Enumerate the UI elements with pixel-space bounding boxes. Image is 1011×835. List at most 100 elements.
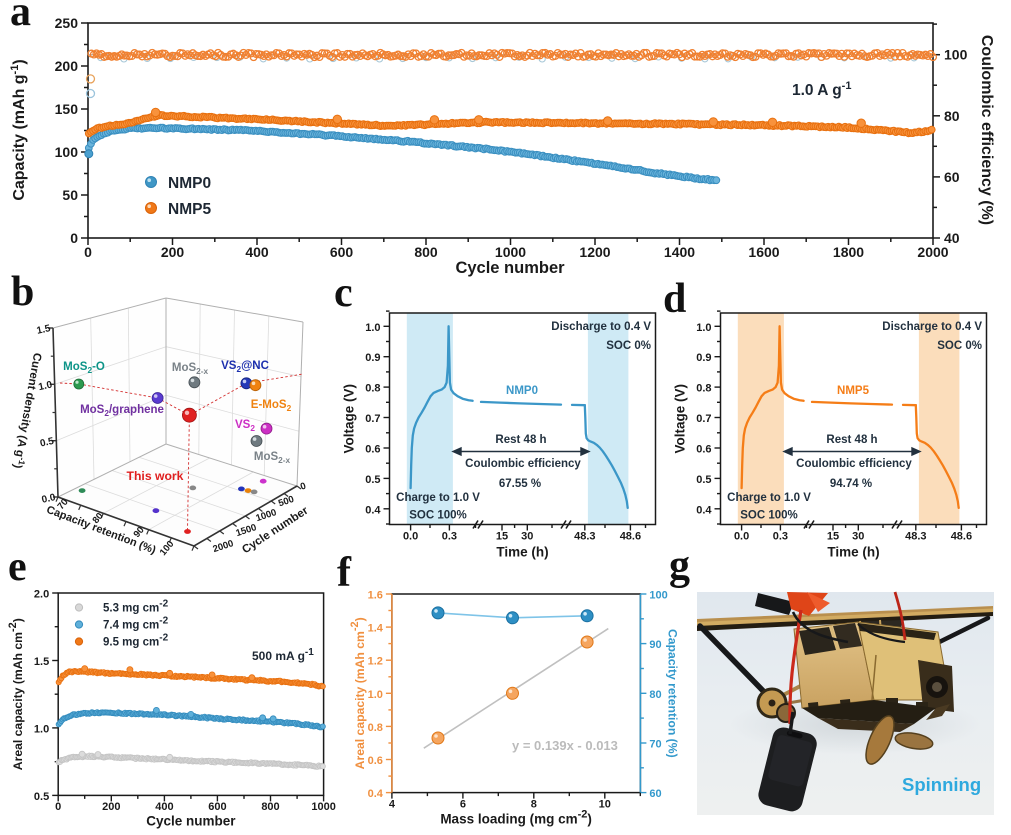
svg-text:60: 60: [649, 788, 661, 800]
svg-text:400: 400: [245, 244, 269, 260]
svg-text:48.3: 48.3: [574, 531, 595, 543]
svg-text:1800: 1800: [833, 244, 864, 260]
svg-text:10: 10: [599, 799, 611, 811]
svg-text:8: 8: [531, 799, 537, 811]
svg-text:500 mA g-1: 500 mA g-1: [252, 647, 314, 663]
svg-text:0.3: 0.3: [773, 531, 788, 543]
svg-text:80: 80: [944, 108, 960, 124]
svg-text:Areal capacity (mAh cm-2): Areal capacity (mAh cm-2): [349, 617, 367, 769]
svg-text:400: 400: [155, 801, 173, 813]
svg-text:250: 250: [55, 15, 79, 31]
svg-text:MoS2-x: MoS2-x: [172, 362, 209, 376]
svg-text:4: 4: [389, 799, 396, 811]
svg-text:Coulombic efficiency (%): Coulombic efficiency (%): [978, 35, 995, 225]
svg-text:0: 0: [84, 244, 92, 260]
svg-text:90: 90: [649, 639, 661, 651]
svg-text:MoS2-O: MoS2-O: [63, 361, 105, 375]
svg-text:60: 60: [944, 169, 960, 185]
svg-text:1000: 1000: [254, 507, 278, 524]
svg-text:7.4 mg cm-2: 7.4 mg cm-2: [103, 616, 169, 632]
svg-text:15: 15: [827, 531, 839, 543]
svg-text:1.0: 1.0: [365, 322, 380, 334]
svg-text:94.74 %: 94.74 %: [830, 478, 872, 490]
svg-text:200: 200: [161, 244, 185, 260]
svg-text:0.4: 0.4: [365, 504, 381, 516]
svg-text:200: 200: [55, 58, 79, 74]
svg-text:0.6: 0.6: [368, 755, 383, 767]
svg-text:0.5: 0.5: [39, 436, 55, 450]
svg-text:1600: 1600: [748, 244, 779, 260]
svg-text:1200: 1200: [579, 244, 610, 260]
svg-text:This work: This work: [127, 469, 184, 483]
svg-text:2000: 2000: [211, 538, 235, 555]
svg-text:1000: 1000: [311, 801, 335, 813]
svg-text:0.0: 0.0: [734, 531, 749, 543]
svg-text:100: 100: [55, 144, 79, 160]
svg-text:0: 0: [299, 481, 307, 493]
svg-text:0.7: 0.7: [365, 413, 380, 425]
svg-text:1.5: 1.5: [34, 656, 49, 668]
svg-text:1.0: 1.0: [34, 723, 49, 735]
svg-text:1.6: 1.6: [368, 590, 383, 602]
svg-text:9.5 mg cm-2: 9.5 mg cm-2: [103, 633, 169, 649]
svg-text:500: 500: [277, 494, 295, 509]
svg-text:NMP0: NMP0: [168, 175, 211, 192]
svg-text:1400: 1400: [664, 244, 695, 260]
svg-text:1.0 A g-1: 1.0 A g-1: [792, 80, 851, 99]
svg-text:Coulombic efficiency: Coulombic efficiency: [796, 458, 912, 470]
svg-text:NMP5: NMP5: [168, 201, 211, 218]
svg-text:40: 40: [944, 230, 960, 246]
svg-text:6: 6: [460, 799, 466, 811]
svg-text:67.55 %: 67.55 %: [499, 478, 541, 490]
svg-text:0.6: 0.6: [696, 444, 711, 456]
svg-text:0.6: 0.6: [365, 444, 380, 456]
svg-text:Voltage (V): Voltage (V): [342, 384, 357, 454]
svg-text:0.5: 0.5: [365, 474, 380, 486]
svg-text:Mass loading (mg cm-2): Mass loading (mg cm-2): [440, 809, 592, 827]
svg-text:Coulombic efficiency: Coulombic efficiency: [465, 458, 581, 470]
svg-text:15: 15: [496, 531, 508, 543]
svg-text:1.4: 1.4: [368, 623, 384, 635]
svg-text:VS2: VS2: [235, 419, 255, 433]
svg-text:100: 100: [158, 539, 177, 558]
svg-text:Charge to 1.0 V: Charge to 1.0 V: [396, 492, 480, 504]
svg-text:E-MoS2: E-MoS2: [251, 399, 292, 413]
svg-text:0.4: 0.4: [368, 788, 384, 800]
svg-text:SOC 100%: SOC 100%: [740, 510, 798, 522]
svg-text:Discharge to 0.4 V: Discharge to 0.4 V: [882, 321, 982, 333]
svg-text:2000: 2000: [917, 244, 948, 260]
svg-text:1000: 1000: [495, 244, 526, 260]
svg-text:600: 600: [330, 244, 354, 260]
svg-text:Time (h): Time (h): [827, 545, 879, 560]
svg-text:Cycle number: Cycle number: [455, 259, 565, 277]
svg-text:800: 800: [414, 244, 438, 260]
svg-text:1.5: 1.5: [36, 323, 52, 337]
svg-text:0.8: 0.8: [365, 383, 380, 395]
svg-text:0.9: 0.9: [365, 352, 380, 364]
svg-text:0.7: 0.7: [696, 413, 711, 425]
svg-text:Voltage (V): Voltage (V): [673, 384, 688, 454]
svg-text:150: 150: [55, 101, 79, 117]
svg-text:Capacity (mAh g-1): Capacity (mAh g-1): [9, 59, 28, 200]
svg-text:1.0: 1.0: [37, 379, 53, 393]
svg-text:Time (h): Time (h): [496, 545, 548, 560]
svg-text:100: 100: [649, 590, 667, 602]
svg-text:0.8: 0.8: [368, 722, 383, 734]
svg-text:30: 30: [521, 531, 533, 543]
svg-text:NMP0: NMP0: [506, 385, 538, 397]
svg-text:Discharge to 0.4 V: Discharge to 0.4 V: [551, 321, 651, 333]
svg-text:Cycle number: Cycle number: [146, 813, 236, 828]
svg-text:y = 0.139x - 0.013: y = 0.139x - 0.013: [512, 738, 618, 753]
svg-text:5.3 mg cm-2: 5.3 mg cm-2: [103, 599, 169, 615]
svg-text:1.0: 1.0: [696, 322, 711, 334]
svg-text:48.6: 48.6: [951, 531, 972, 543]
svg-text:Areal capacity (mAh cm-2): Areal capacity (mAh cm-2): [7, 618, 25, 770]
svg-text:2.0: 2.0: [34, 589, 49, 601]
svg-text:50: 50: [62, 187, 78, 203]
svg-text:0.4: 0.4: [696, 504, 712, 516]
svg-text:0.0: 0.0: [403, 531, 418, 543]
svg-text:Rest 48 h: Rest 48 h: [826, 434, 877, 446]
svg-text:80: 80: [649, 689, 661, 701]
svg-text:48.6: 48.6: [620, 531, 641, 543]
svg-text:Rest 48 h: Rest 48 h: [495, 434, 546, 446]
